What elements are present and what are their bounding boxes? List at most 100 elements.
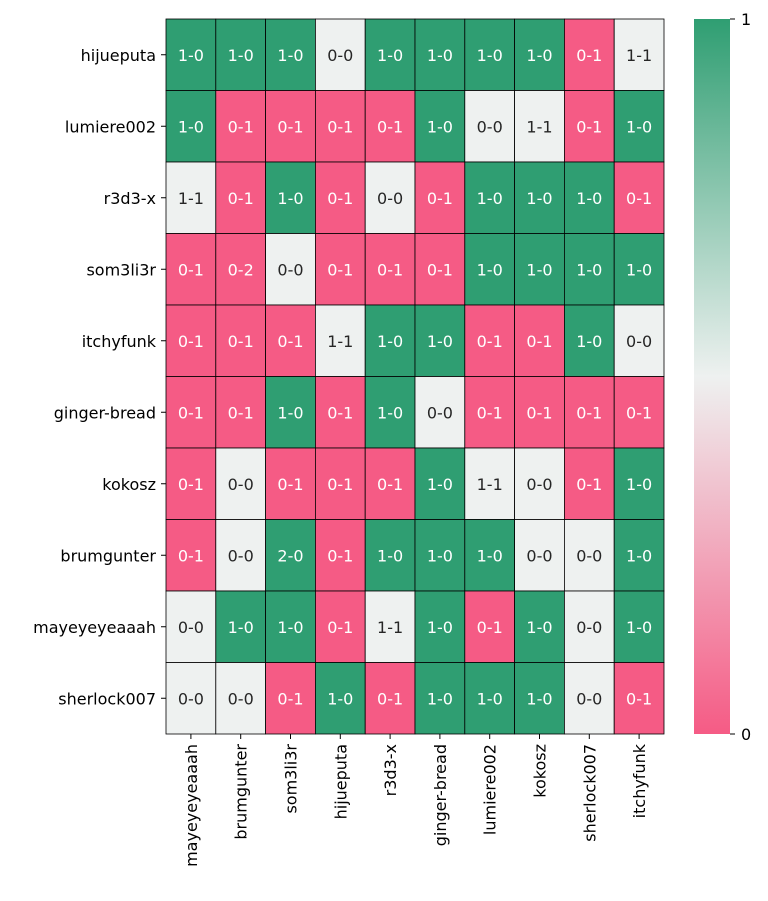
heatmap-cell bbox=[564, 233, 615, 306]
heatmap-cell bbox=[265, 304, 316, 377]
cell-annotation: 0-1 bbox=[327, 403, 353, 422]
cell-annotation: 0-1 bbox=[576, 117, 602, 136]
cell-annotation: 1-0 bbox=[377, 332, 403, 351]
heatmap-cell bbox=[265, 376, 316, 449]
cell-annotation: 1-0 bbox=[427, 46, 453, 65]
cell-annotation: 0-0 bbox=[178, 689, 204, 708]
heatmap-cell bbox=[364, 233, 416, 306]
cell-annotation: 0-1 bbox=[377, 260, 403, 279]
cell-annotation: 0-0 bbox=[327, 46, 353, 65]
x-axis-ticks: mayeyeyeaaah brumgunter som3li3r hijueputa r… bbox=[180, 734, 651, 868]
cell-annotation: 0-0 bbox=[626, 332, 652, 351]
cell-annotation: 0-1 bbox=[477, 618, 503, 637]
cell-annotation: 1-0 bbox=[626, 475, 652, 494]
heatmap-cell bbox=[215, 161, 267, 234]
cell-annotation: 0-1 bbox=[277, 332, 303, 351]
cell-annotation: 1-0 bbox=[526, 689, 552, 708]
cell-annotation: 0-1 bbox=[626, 189, 652, 208]
cell-annotation: 1-0 bbox=[327, 689, 353, 708]
heatmap-cell bbox=[613, 590, 665, 663]
cell-annotation: 0-0 bbox=[576, 546, 602, 565]
heatmap-cell bbox=[414, 447, 466, 520]
heatmap-cell bbox=[514, 304, 565, 377]
heatmap-cell bbox=[215, 662, 267, 735]
cell-annotation: 1-0 bbox=[626, 117, 652, 136]
cell-annotation: 1-0 bbox=[576, 332, 602, 351]
heatmap-cell bbox=[414, 90, 466, 163]
cell-annotation: 1-0 bbox=[626, 260, 652, 279]
cell-annotation: 1-1 bbox=[477, 475, 503, 494]
heatmap-cell bbox=[414, 662, 466, 735]
cell-annotation: 0-1 bbox=[327, 117, 353, 136]
x-tick-label: ginger-bread bbox=[431, 744, 450, 846]
cell-annotation: 1-0 bbox=[576, 260, 602, 279]
x-tick-label: som3li3r bbox=[282, 744, 301, 814]
heatmap-cell bbox=[414, 304, 466, 377]
y-tick-label: brumgunter bbox=[60, 546, 156, 565]
heatmap-cell bbox=[414, 376, 466, 449]
cell-annotation: 1-1 bbox=[327, 332, 353, 351]
cell-annotation: 2-0 bbox=[277, 546, 303, 565]
cell-annotation: 0-1 bbox=[526, 403, 552, 422]
heatmap-cell bbox=[215, 590, 267, 663]
cell-annotation: 0-1 bbox=[576, 475, 602, 494]
cell-annotation: 0-1 bbox=[377, 689, 403, 708]
cell-annotation: 1-0 bbox=[427, 618, 453, 637]
y-tick-label: lumiere002 bbox=[65, 117, 156, 136]
cell-annotation: 1-1 bbox=[626, 46, 652, 65]
heatmap-cell bbox=[464, 590, 515, 663]
cell-annotation: 1-0 bbox=[277, 618, 303, 637]
heatmap-cell bbox=[364, 376, 416, 449]
cell-annotation: 1-0 bbox=[277, 46, 303, 65]
heatmap-cell bbox=[464, 519, 515, 592]
cell-annotation: 0-1 bbox=[178, 260, 204, 279]
heatmap-cell bbox=[564, 90, 615, 163]
heatmap-cell bbox=[314, 18, 366, 91]
x-tick-label: lumiere002 bbox=[481, 744, 500, 835]
cell-annotation: 0-1 bbox=[626, 689, 652, 708]
cell-annotation: 0-1 bbox=[327, 189, 353, 208]
heatmap-cell bbox=[314, 519, 366, 592]
heatmap-cell bbox=[165, 662, 217, 735]
heatmap-cell bbox=[514, 161, 565, 234]
x-tick-label: mayeyeyeaaah bbox=[182, 744, 201, 867]
cell-annotation: 1-0 bbox=[427, 475, 453, 494]
heatmap-cell bbox=[414, 18, 466, 91]
heatmap-cell bbox=[364, 662, 416, 735]
cell-annotation: 0-1 bbox=[576, 46, 602, 65]
colorbar-label-min: 0 bbox=[741, 725, 751, 744]
heatmap-cell bbox=[514, 447, 565, 520]
heatmap-cell bbox=[613, 233, 665, 306]
heatmap-cell bbox=[464, 447, 515, 520]
cell-annotation: 0-1 bbox=[477, 403, 503, 422]
heatmap-cell bbox=[314, 447, 366, 520]
heatmap-cells: 1-0 1-0 1-0 0-0 1-0 1-0 1-0 1-0 0-1 1-1 1-0 0-1 0-1 0… bbox=[165, 18, 665, 735]
heatmap-cell bbox=[265, 590, 316, 663]
heatmap-cell bbox=[613, 90, 665, 163]
cell-annotation: 0-1 bbox=[377, 475, 403, 494]
cell-annotation: 0-2 bbox=[228, 260, 254, 279]
y-tick-label: ginger-bread bbox=[54, 403, 156, 422]
cell-annotation: 0-1 bbox=[377, 117, 403, 136]
heatmap-cell bbox=[265, 90, 316, 163]
cell-annotation: 0-1 bbox=[327, 546, 353, 565]
cell-annotation: 0-1 bbox=[228, 332, 254, 351]
heatmap-cell bbox=[564, 519, 615, 592]
heatmap-cell bbox=[364, 519, 416, 592]
x-tick-label: r3d3-x bbox=[381, 744, 400, 796]
heatmap-cell bbox=[215, 18, 267, 91]
cell-annotation: 0-1 bbox=[277, 117, 303, 136]
cell-annotation: 0-1 bbox=[277, 475, 303, 494]
x-tick-label: brumgunter bbox=[232, 744, 251, 840]
heatmap-cell bbox=[364, 161, 416, 234]
cell-annotation: 0-1 bbox=[576, 403, 602, 422]
cell-annotation: 0-1 bbox=[178, 546, 204, 565]
cell-annotation: 1-0 bbox=[277, 403, 303, 422]
cell-annotation: 0-0 bbox=[228, 689, 254, 708]
cell-annotation: 0-1 bbox=[228, 189, 254, 208]
heatmap-cell bbox=[464, 304, 515, 377]
cell-annotation: 0-0 bbox=[427, 403, 453, 422]
heatmap-cell bbox=[165, 233, 217, 306]
cell-annotation: 1-0 bbox=[626, 546, 652, 565]
